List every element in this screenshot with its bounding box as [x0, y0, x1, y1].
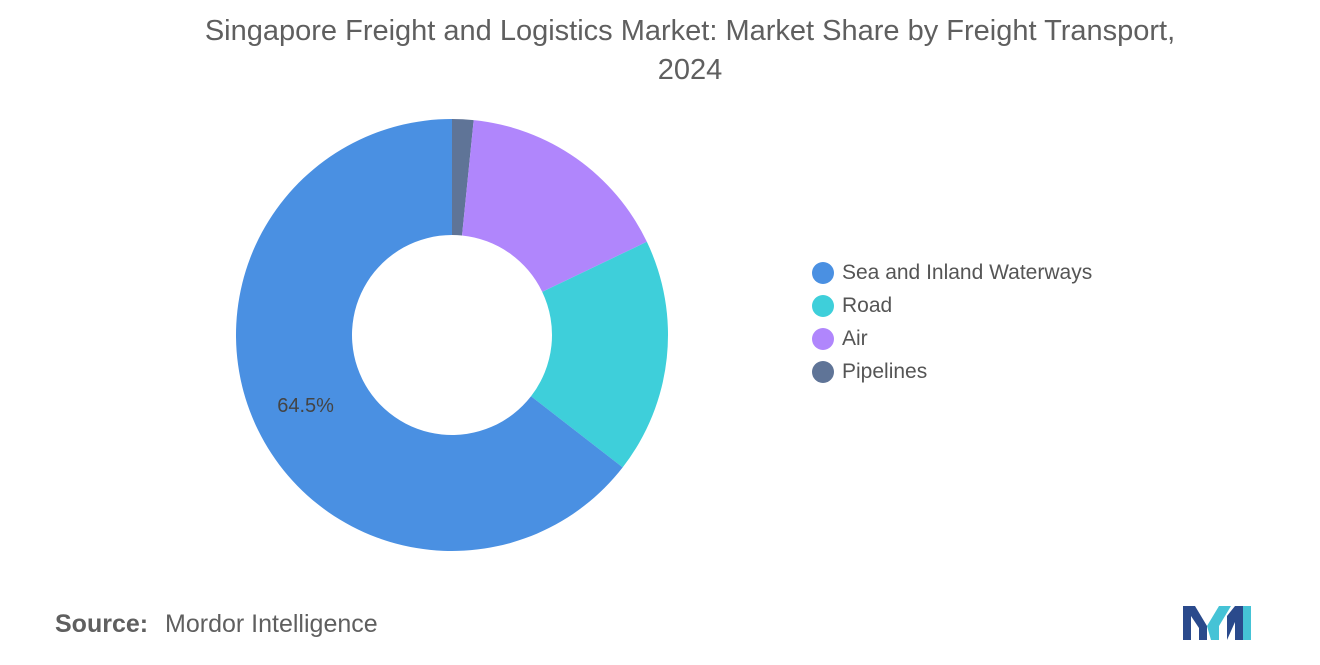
legend-label-air: Air	[842, 326, 868, 350]
source-value: Mordor Intelligence	[165, 610, 378, 638]
legend-swatch-road	[812, 294, 834, 317]
legend-swatch-pipelines	[812, 360, 834, 383]
donut-slice-road[interactable]	[531, 241, 668, 468]
donut-slice-air[interactable]	[462, 120, 647, 292]
chart-title-line-1: Singapore Freight and Logistics Market: …	[204, 15, 1176, 47]
legend-item-pipelines[interactable]: Pipelines	[812, 355, 1092, 388]
legend-item-road[interactable]: Road	[812, 289, 1092, 322]
mordor-intelligence-logo-icon	[1183, 606, 1251, 640]
data-label-sea-and-inland-waterways: 64.5%	[277, 395, 334, 417]
legend-item-sea[interactable]: Sea and Inland Waterways	[812, 256, 1092, 289]
legend-label-sea: Sea and Inland Waterways	[842, 260, 1093, 284]
chart-title: Singapore Freight and Logistics Market: …	[90, 12, 1290, 90]
legend-label-road: Road	[842, 293, 893, 317]
source-label: Source:	[55, 610, 149, 638]
chart-title-line-2: 2024	[657, 54, 723, 86]
source-note: Source: Mordor Intelligence	[55, 610, 378, 639]
legend-swatch-sea	[812, 261, 834, 284]
legend-label-pipelines: Pipelines	[842, 359, 928, 383]
legend-item-air[interactable]: Air	[812, 322, 1092, 355]
donut-slice-sea-and-inland-waterways[interactable]	[235, 119, 623, 551]
chart-legend: Sea and Inland Waterways Road Air Pipeli…	[812, 256, 1092, 388]
legend-swatch-air	[812, 327, 834, 350]
donut-slice-pipelines[interactable]	[452, 119, 474, 236]
